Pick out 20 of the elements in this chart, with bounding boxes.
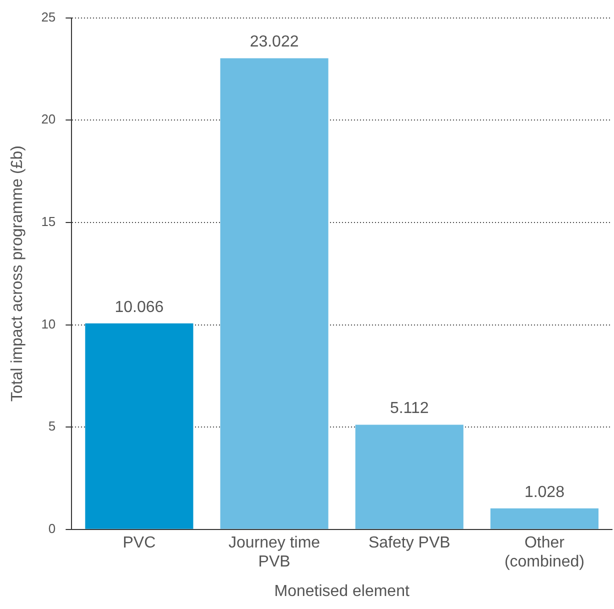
x-tick-label: PVC — [122, 534, 156, 552]
y-tick-label: 0 — [48, 520, 56, 536]
y-tick-label: 20 — [41, 112, 56, 127]
bar — [85, 323, 194, 529]
data-label: 5.112 — [390, 400, 429, 418]
bar — [355, 424, 464, 529]
y-tick-label: 25 — [41, 9, 56, 24]
data-label: 23.022 — [250, 34, 299, 51]
x-axis-title: Monetised element — [274, 582, 410, 600]
data-label: 10.066 — [114, 298, 164, 316]
y-tick-label: 10 — [41, 316, 56, 332]
y-tick-label: 5 — [48, 418, 56, 434]
y-axis-title: Total impact across programme (£b) — [9, 146, 26, 402]
bar — [490, 508, 598, 529]
x-tick-label: Other (combined) — [504, 534, 584, 571]
bar — [220, 58, 328, 529]
y-tick-label: 15 — [41, 214, 56, 230]
data-label: 1.028 — [524, 484, 565, 501]
x-tick-label: Journey time PVB — [228, 534, 320, 571]
x-tick-label: Safety PVB — [368, 534, 450, 552]
